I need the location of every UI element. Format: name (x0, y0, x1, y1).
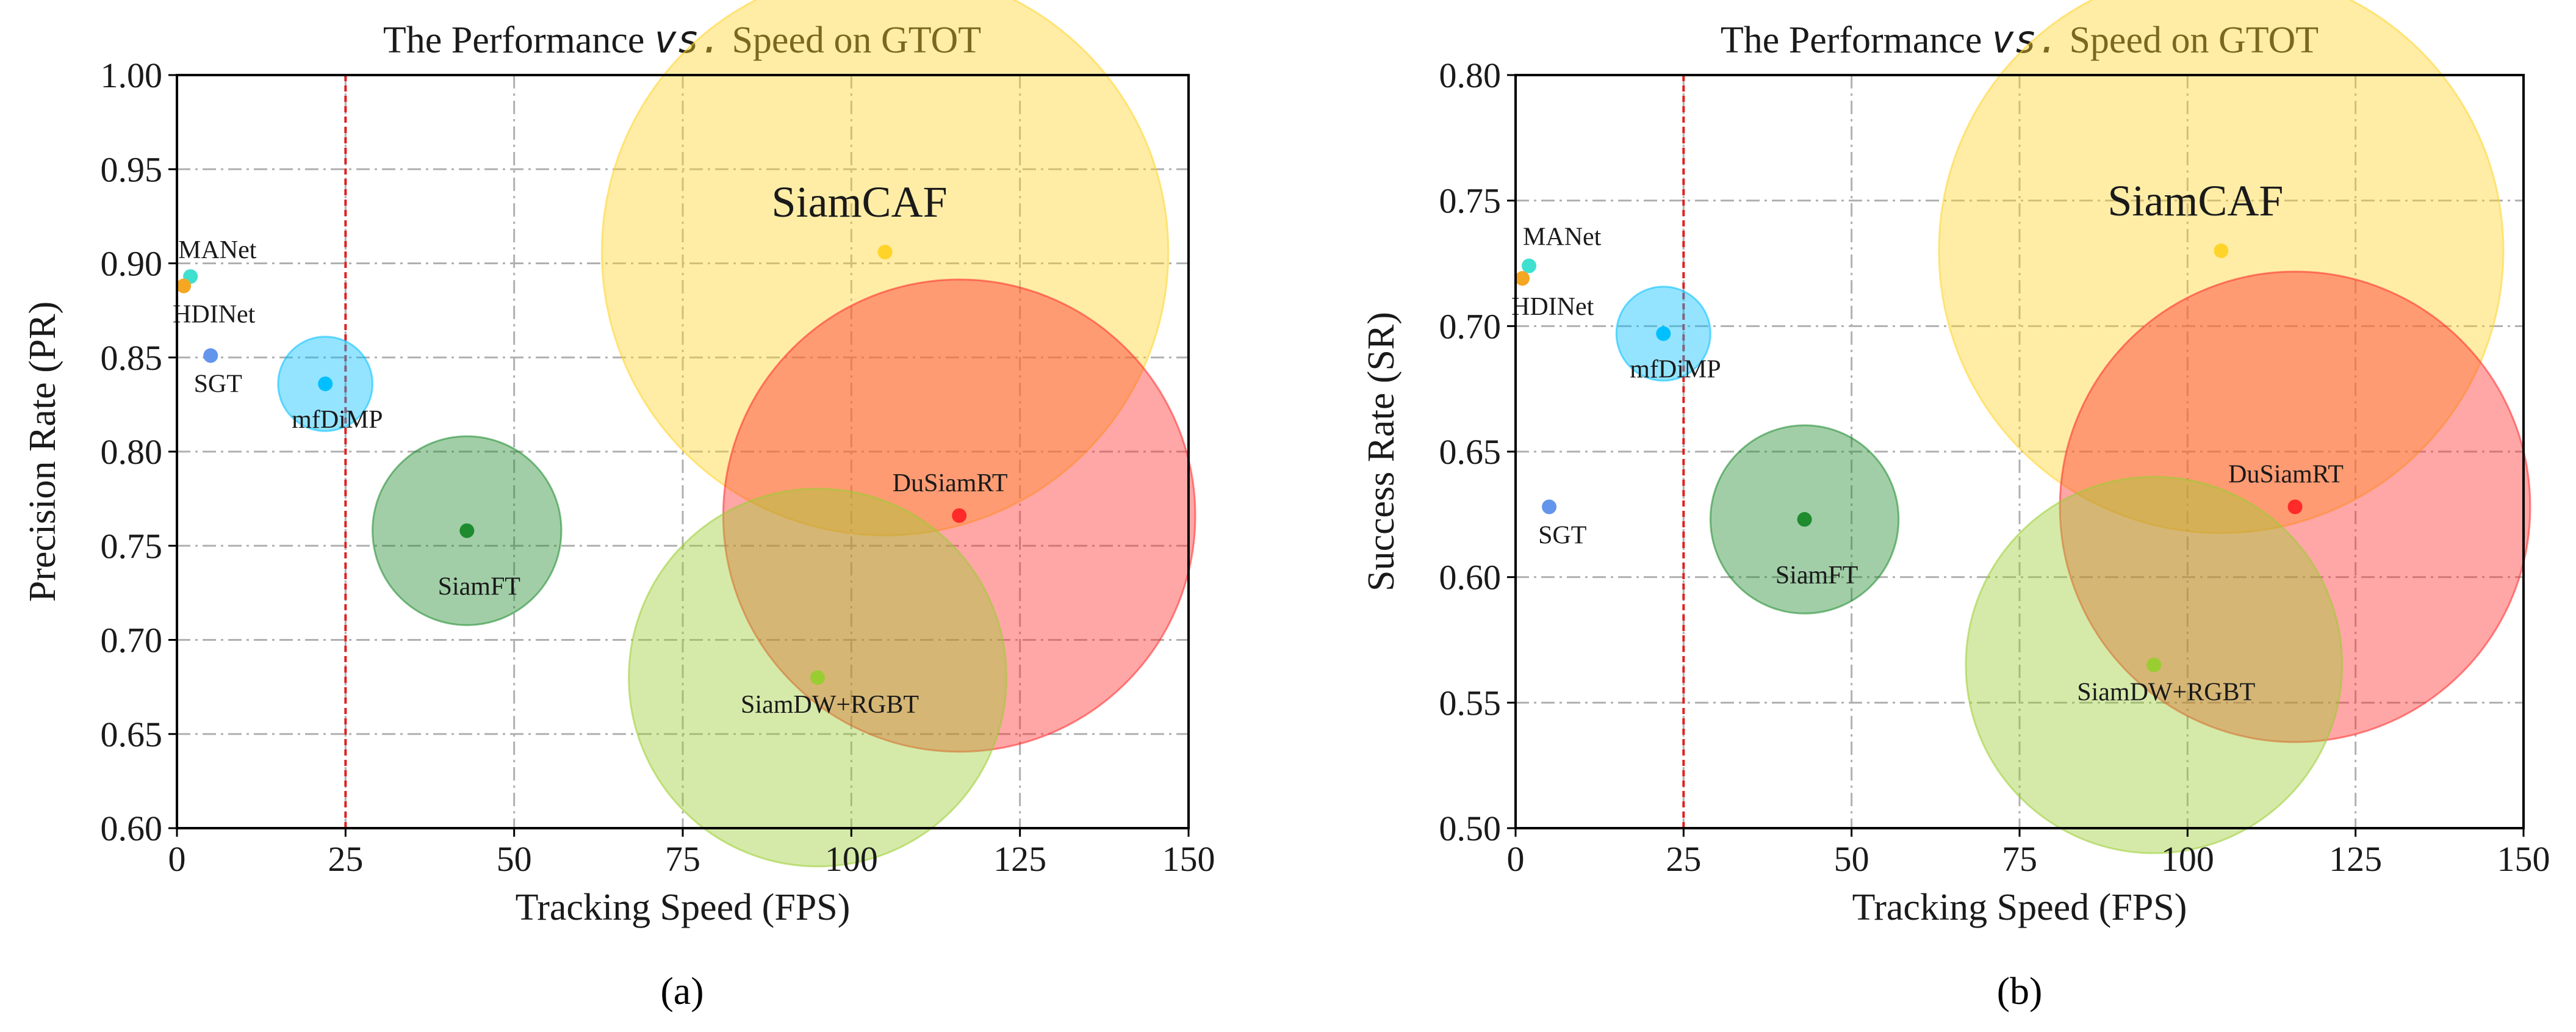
chart-panel-a: The Performance vs. Speed on GTOT MANet H… (22, 0, 1215, 1012)
point-dusiamrt (952, 508, 967, 523)
x-tick-label: 0 (168, 839, 186, 879)
point-siamft (1797, 512, 1812, 527)
y-tick-label: 0.60 (101, 809, 163, 848)
point-mfdimp (318, 376, 333, 391)
panel-caption: (b) (1997, 969, 2043, 1012)
bubble-layer (1615, 0, 2531, 854)
point-hdinet (1515, 271, 1530, 286)
x-tick-label: 25 (1666, 839, 1701, 879)
x-axis-ticks: 0 25 50 75 100 125 150 (168, 828, 1215, 879)
y-tick-label: 0.80 (101, 432, 163, 472)
point-label-mfdimp: mfDiMP (1630, 356, 1721, 384)
y-tick-label: 0.75 (101, 526, 163, 566)
x-tick-label: 150 (1162, 839, 1215, 879)
x-axis-label: Tracking Speed (FPS) (516, 887, 851, 928)
point-label-siamcaf: SiamCAF (2107, 176, 2283, 225)
panel-caption: (a) (660, 969, 703, 1012)
chart-title: The Performance vs. Speed on GTOT (383, 17, 981, 62)
point-siamdw-rgbt (2146, 657, 2162, 673)
point-label-siamft: SiamFT (1775, 561, 1858, 590)
y-tick-label: 0.75 (1439, 181, 1502, 221)
y-axis-label: Precision Rate (PR) (22, 301, 63, 602)
y-tick-label: 1.00 (101, 56, 163, 95)
y-tick-label: 0.65 (1439, 432, 1502, 472)
point-sgt (203, 348, 218, 363)
point-label-hdinet: HDINet (173, 301, 256, 329)
point-label-siamcaf: SiamCAF (772, 178, 948, 226)
point-hdinet (176, 278, 192, 294)
point-label-manet: MANet (1523, 223, 1602, 251)
x-axis-ticks: 0 25 50 75 100 125 150 (1507, 828, 2550, 879)
y-tick-label: 0.65 (101, 715, 163, 754)
label-layer: MANet HDINet mfDiMP SGT SiamFT SiamCAF DuSiamR… (1511, 176, 2344, 707)
chart-panel-b: The Performance vs. Speed on GTOT MANet H… (1361, 0, 2550, 1012)
y-tick-label: 0.80 (1439, 56, 1502, 95)
point-label-sgt: SGT (194, 370, 242, 399)
y-axis-ticks: 0.50 0.55 0.60 0.65 0.70 0.75 0.80 (1439, 56, 1516, 848)
point-label-dusiamrt: DuSiamRT (2228, 460, 2344, 488)
marker-layer (1515, 243, 2303, 673)
point-siamft (459, 523, 475, 538)
point-siamdw-rgbt (810, 670, 826, 685)
point-label-siamdw-rgbt: SiamDW+RGBT (741, 691, 919, 719)
x-tick-label: 75 (2002, 839, 2037, 879)
point-label-dusiamrt: DuSiamRT (893, 469, 1008, 497)
y-tick-label: 0.50 (1439, 809, 1502, 848)
y-tick-label: 0.60 (1439, 558, 1502, 597)
point-label-siamdw-rgbt: SiamDW+RGBT (2077, 679, 2255, 707)
x-axis-label: Tracking Speed (FPS) (1852, 887, 2187, 928)
point-label-mfdimp: mfDiMP (292, 406, 383, 434)
x-tick-label: 125 (2329, 839, 2382, 879)
point-mfdimp (1656, 326, 1671, 341)
y-tick-label: 0.95 (101, 150, 163, 189)
point-label-hdinet: HDINet (1511, 293, 1594, 321)
point-label-siamft: SiamFT (438, 573, 520, 601)
point-label-manet: MANet (178, 236, 257, 264)
point-sgt (1542, 499, 1557, 514)
marker-layer (176, 244, 967, 685)
x-tick-label: 100 (825, 839, 878, 879)
point-manet (1522, 258, 1537, 273)
bubble-siamcaf (1938, 0, 2505, 534)
point-dusiamrt (2287, 499, 2303, 514)
y-tick-label: 0.70 (101, 621, 163, 660)
y-tick-label: 0.55 (1439, 683, 1502, 723)
chart-title: The Performance vs. Speed on GTOT (1721, 17, 2319, 62)
point-label-sgt: SGT (1538, 521, 1586, 549)
y-axis-ticks: 0.60 0.65 0.70 0.75 0.80 0.85 0.90 0.95 1.00 (101, 56, 177, 848)
point-siamcaf (2214, 243, 2229, 258)
bubble-siamcaf (600, 0, 1170, 536)
x-tick-label: 75 (665, 839, 700, 879)
x-tick-label: 0 (1507, 839, 1525, 879)
y-tick-label: 0.70 (1439, 306, 1502, 346)
label-layer: MANet HDINet SGT mfDiMP SiamFT SiamCAF DuSiamR… (173, 178, 1008, 719)
y-axis-label: Success Rate (SR) (1361, 312, 1402, 591)
x-tick-label: 100 (2161, 839, 2214, 879)
x-tick-label: 50 (497, 839, 532, 879)
y-tick-label: 0.85 (101, 338, 163, 378)
x-tick-label: 150 (2497, 839, 2550, 879)
x-tick-label: 50 (1834, 839, 1869, 879)
y-tick-label: 0.90 (101, 244, 163, 284)
point-siamcaf (877, 244, 893, 259)
x-tick-label: 125 (993, 839, 1046, 879)
x-tick-label: 25 (328, 839, 363, 879)
